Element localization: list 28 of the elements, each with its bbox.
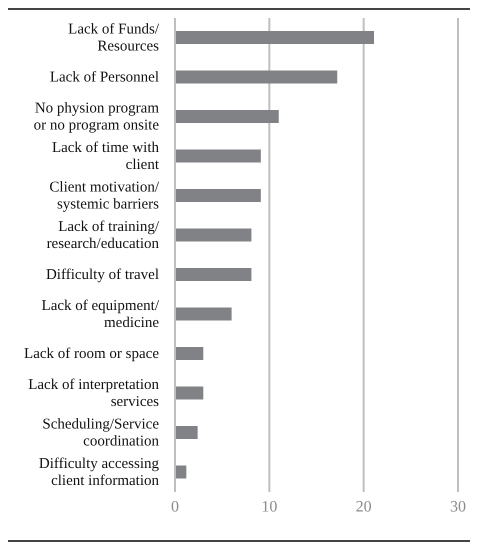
y-tick-label: Lack of equipment/ medicine [42, 298, 160, 331]
y-tick-label: Difficulty of travel [46, 266, 159, 283]
y-tick-label: Client motivation/ systemic barriers [49, 179, 160, 212]
y-tick-label: Lack of Personnel [50, 69, 159, 86]
x-tick-label: 0 [171, 498, 179, 516]
y-tick-label: Lack of Funds/ Resources [68, 21, 160, 54]
bar [175, 268, 252, 281]
y-tick-label: Lack of training/ research/education [46, 218, 160, 252]
x-tick-label: 30 [450, 498, 466, 516]
x-tick-label: 10 [261, 498, 278, 516]
y-tick-label: Lack of room or space [24, 346, 160, 362]
bar [175, 426, 198, 439]
bar [175, 466, 186, 478]
y-tick-label: Lack of interpretation services [28, 376, 160, 410]
bar [175, 386, 204, 400]
bar [175, 31, 374, 44]
bar [175, 347, 204, 360]
bar [175, 70, 338, 84]
y-tick-label: No physion program or no program onsite [34, 100, 160, 134]
y-tick-label: Difficulty accessing client information [38, 456, 160, 489]
bar [175, 110, 279, 123]
bar [175, 189, 261, 202]
y-tick-label: Lack of time with client [52, 140, 160, 173]
x-tick-label: 20 [356, 498, 372, 516]
bar [175, 228, 252, 242]
bar [175, 150, 261, 162]
bar [175, 308, 232, 320]
y-tick-label: Scheduling/Service coordination [42, 416, 160, 450]
